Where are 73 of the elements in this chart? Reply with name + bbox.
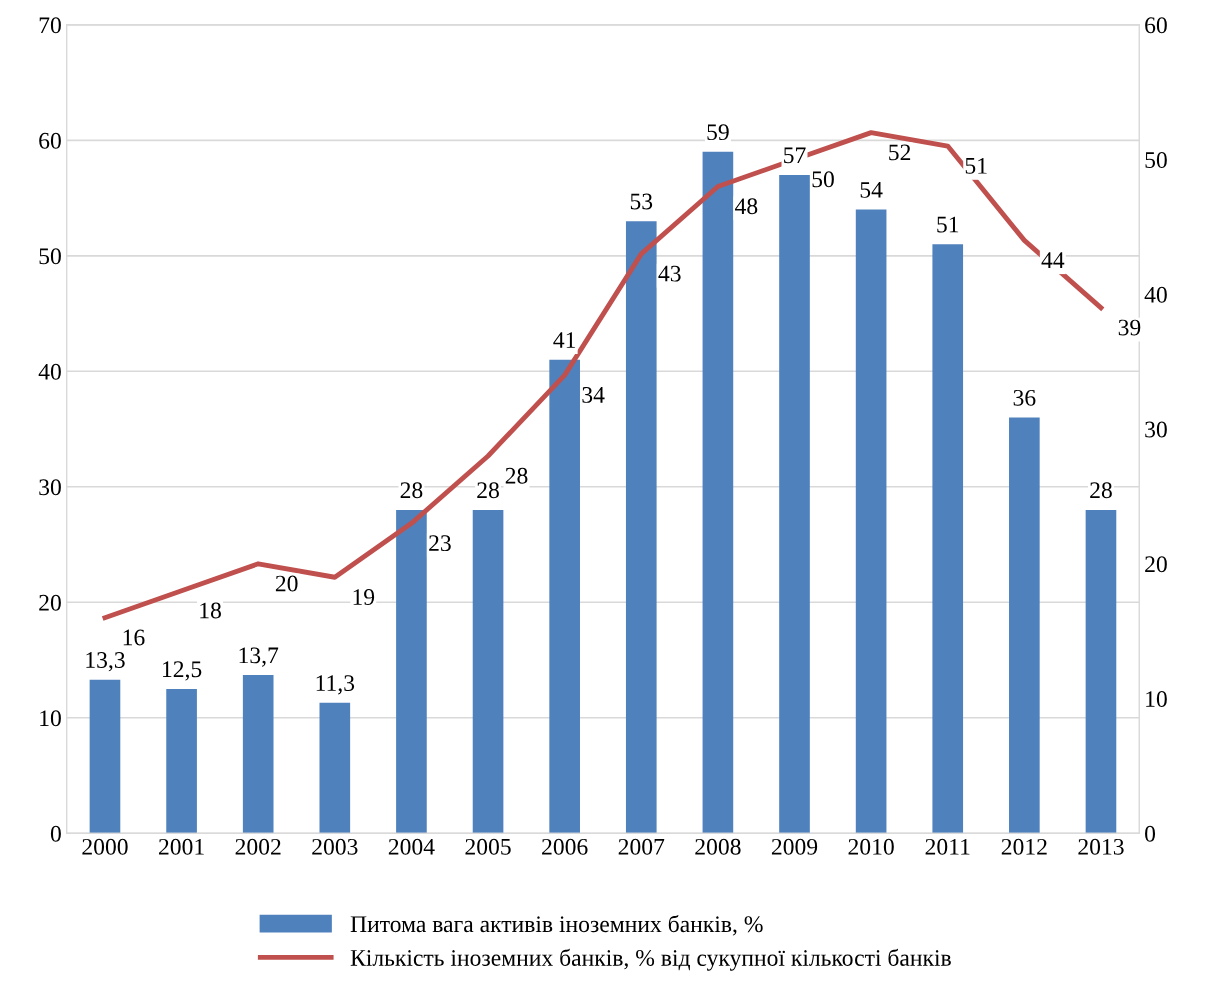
data-label: 36 — [1013, 389, 1036, 406]
data-label: 19 — [353, 589, 375, 605]
x-tick-label: 2005 — [465, 838, 511, 855]
y2-tick-label: 20 — [1145, 556, 1167, 573]
bar — [166, 688, 197, 834]
bar — [779, 174, 810, 834]
data-label: 39 — [1118, 319, 1141, 336]
data-label: 23 — [429, 535, 451, 552]
bar — [472, 509, 504, 834]
data-label: 51 — [937, 216, 959, 233]
bar — [319, 702, 351, 834]
data-label: 51 — [965, 157, 987, 174]
data-label: 16 — [123, 629, 145, 646]
data-label: 41 — [553, 332, 576, 348]
x-tick-label: 2007 — [618, 838, 665, 855]
data-label: 13,3 — [86, 652, 125, 672]
bar — [549, 359, 580, 834]
data-label: 13,7 — [239, 647, 279, 667]
x-tick-label: 2011 — [925, 838, 970, 855]
data-label: 34 — [582, 387, 605, 403]
y2-tick-label: 30 — [1145, 421, 1167, 438]
y-tick-label: 0 — [50, 825, 61, 842]
bar — [625, 221, 657, 834]
bar — [855, 209, 887, 834]
y2-tick-label: 50 — [1145, 152, 1167, 168]
x-tick-label: 2001 — [159, 838, 204, 855]
x-tick-label: 2002 — [235, 838, 281, 855]
data-label: 43 — [658, 265, 681, 282]
x-tick-label: 2013 — [1078, 838, 1124, 855]
bar — [89, 679, 121, 834]
data-label: 20 — [275, 575, 298, 592]
data-label: 44 — [1041, 252, 1065, 268]
y-tick-label: 50 — [39, 248, 61, 265]
bar — [702, 151, 734, 834]
x-tick-label: 2008 — [695, 838, 741, 855]
data-label: 54 — [860, 182, 883, 198]
y-tick-label: 30 — [39, 479, 61, 496]
y2-tick-label: 0 — [1145, 825, 1156, 842]
data-label: 28 — [400, 482, 423, 499]
data-label: 28 — [505, 467, 528, 484]
data-label: 59 — [707, 124, 729, 141]
legend-label: Кількість іноземних банків, % від сукупної кількості банків — [350, 948, 951, 971]
y-tick-label: 20 — [39, 594, 61, 611]
bar — [1009, 417, 1040, 834]
data-label: 50 — [812, 171, 834, 188]
x-tick-label: 2006 — [542, 838, 588, 855]
x-tick-label: 2004 — [388, 838, 435, 855]
data-label: 28 — [477, 482, 499, 499]
data-label: 12,5 — [163, 661, 202, 681]
bar — [1085, 509, 1117, 834]
y2-tick-label: 40 — [1144, 286, 1167, 303]
bar — [396, 509, 427, 834]
y-tick-label: 40 — [38, 363, 61, 380]
y-tick-label: 10 — [40, 710, 61, 727]
data-label: 11,3 — [316, 675, 355, 695]
x-tick-label: 2003 — [312, 838, 358, 855]
data-label: 57 — [784, 147, 806, 164]
x-tick-label: 2000 — [82, 838, 128, 855]
y-tick-label: 70 — [39, 17, 61, 34]
y2-tick-label: 10 — [1146, 691, 1167, 707]
data-label: 53 — [630, 193, 653, 210]
y-tick-label: 60 — [39, 132, 61, 149]
data-label: 18 — [200, 602, 221, 619]
data-label: 28 — [1090, 482, 1112, 499]
x-tick-label: 2012 — [1001, 838, 1047, 855]
x-tick-label: 2009 — [771, 838, 818, 855]
bar — [242, 675, 274, 834]
data-label: 48 — [735, 198, 758, 215]
y2-tick-label: 60 — [1145, 17, 1167, 34]
data-label: 52 — [889, 144, 911, 161]
x-tick-label: 2010 — [848, 838, 894, 855]
legend-label: Питома вага активів іноземних банків, % — [350, 915, 763, 936]
bar — [932, 244, 964, 834]
